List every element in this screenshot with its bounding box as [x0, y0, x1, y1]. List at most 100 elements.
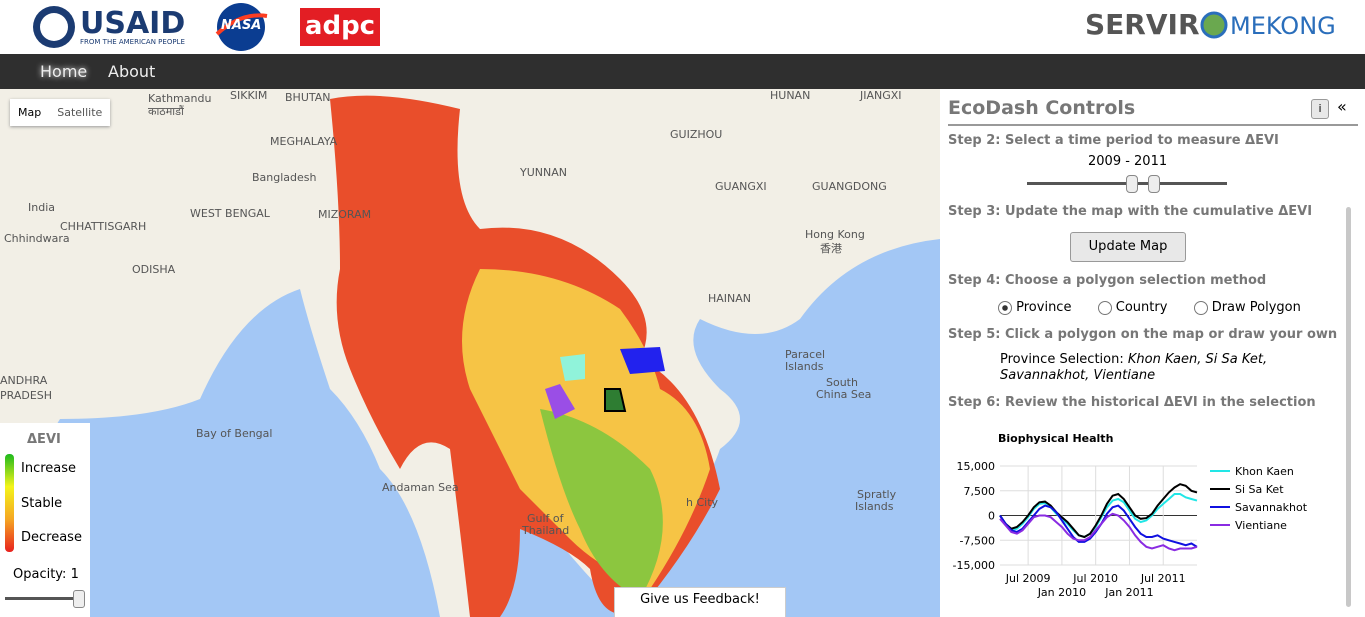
legend-gradient: [5, 454, 14, 552]
radio[interactable]: [998, 300, 1012, 315]
map-label: YUNNAN: [520, 166, 567, 179]
mekong-logo: MEKONG: [1230, 12, 1336, 40]
map-label: h City: [686, 496, 719, 509]
globe: [1200, 11, 1228, 39]
radio[interactable]: [1193, 300, 1208, 315]
x-tick-label: Jan 2011: [1104, 586, 1153, 599]
divider: [948, 124, 1358, 126]
radio-label[interactable]: Province: [1016, 300, 1072, 315]
map-label: Islands: [785, 360, 824, 373]
step-label: Step 3: Update the map with the cumulati…: [948, 204, 1313, 219]
map-label: Hong Kong: [805, 228, 865, 241]
navbar: Home About: [0, 54, 1365, 89]
selection-list: Khon Kaen, Si Sa Ket, Savannakhot, Vient…: [1000, 352, 1268, 383]
selection-text: Province Selection: Khon Kaen, Si Sa Ket…: [1000, 352, 1300, 384]
y-tick-label: -15,000: [953, 559, 995, 572]
step-label: Step 6: Review the historical ΔEVI in th…: [948, 395, 1316, 410]
map-label: India: [28, 201, 55, 214]
control-panel: EcoDash Controls i « Step 2: Select a ti…: [940, 89, 1365, 617]
x-tick-label: Jul 2009: [1005, 572, 1051, 585]
adpc-logo: adpc: [300, 8, 380, 46]
usaid-seal: [33, 6, 75, 48]
map-type-control: Map Satellite: [10, 99, 111, 126]
nasa-logo-bg: [215, 3, 268, 51]
map-label: HUNAN: [770, 89, 811, 102]
map-label: Kathmandu: [148, 92, 212, 105]
step-label: Step 4: Choose a polygon selection metho…: [948, 273, 1267, 288]
map-label: Andaman Sea: [382, 481, 459, 494]
map-label: Chhindwara: [4, 232, 70, 245]
usaid-logo: USAID: [80, 6, 186, 41]
opacity-handle[interactable]: [73, 590, 85, 608]
x-tick-label: Jan 2010: [1037, 586, 1086, 599]
step-label: Step 2: Select a time period to measure …: [948, 133, 1279, 148]
update-map-button[interactable]: Update Map: [1070, 232, 1186, 262]
map-label: Bangladesh: [252, 171, 317, 184]
step-label: Step 5: Click a polygon on the map or dr…: [948, 327, 1338, 342]
usaid-tagline: FROM THE AMERICAN PEOPLE: [80, 38, 185, 46]
header: USAID FROM THE AMERICAN PEOPLE NASA adpc…: [0, 0, 1365, 54]
legend-label: Vientiane: [1235, 519, 1287, 532]
nav-link[interactable]: About: [108, 62, 156, 81]
slider-handle[interactable]: [1126, 175, 1138, 193]
x-tick-label: Jul 2011: [1140, 572, 1186, 585]
legend-item: Decrease: [21, 530, 82, 545]
legend-label: Si Sa Ket: [1235, 483, 1284, 496]
map-label: MEGHALAYA: [270, 135, 338, 148]
panel-title: EcoDash Controls: [948, 97, 1136, 119]
legend-title: ΔEVI: [27, 432, 61, 447]
legend-label: Savannakhot: [1235, 501, 1308, 514]
map-label: MIZORAM: [318, 208, 372, 221]
feedback-button[interactable]: Give us Feedback!: [614, 587, 786, 617]
map-label: South: [826, 376, 858, 389]
selection-label: Province Selection:: [1000, 352, 1124, 367]
map-label: PRADESH: [0, 389, 53, 402]
x-tick-label: Jul 2010: [1072, 572, 1118, 585]
slider-handle[interactable]: [1148, 175, 1160, 193]
info-button[interactable]: i: [1311, 99, 1329, 119]
map-button[interactable]: Map: [18, 106, 42, 119]
map-label: CHHATTISGARH: [60, 220, 147, 233]
map-label: Bay of Bengal: [196, 427, 273, 440]
opacity-label: Opacity: 1: [13, 567, 79, 582]
map-label: SIKKIM: [230, 89, 268, 102]
map-label: WEST BENGAL: [190, 207, 270, 220]
y-tick-label: 15,000: [957, 460, 996, 473]
map-label: GUIZHOU: [670, 128, 723, 141]
legend-label: Khon Kaen: [1235, 465, 1294, 478]
y-tick-label: -7,500: [960, 534, 995, 547]
series-line: [999, 512, 1198, 552]
map-label: Paracel: [785, 348, 826, 361]
chart-title: Biophysical Health: [998, 432, 1113, 445]
evi-chart: Biophysical Health 15,000 7,500 0 -7,500 -15,…: [953, 432, 1308, 599]
series-line: [999, 483, 1198, 539]
y-tick-label: 0: [988, 510, 995, 523]
map-label: Thailand: [522, 524, 570, 537]
evi-legend: ΔEVI Increase Stable Decrease Opacity: 1: [0, 423, 90, 617]
map-label: ANDHRA: [0, 374, 48, 387]
map-label: BHUTAN: [285, 91, 331, 104]
map-label: Spratly: [857, 488, 897, 501]
y-tick-label: 7,500: [964, 485, 996, 498]
collapse-button[interactable]: «: [1337, 97, 1347, 116]
map[interactable]: Map Satellite Kathmandu काठमाडौं SIKKIM BHUT…: [0, 89, 940, 617]
radio[interactable]: [1097, 300, 1112, 315]
radio-label[interactable]: Draw Polygon: [1211, 300, 1301, 315]
map-label: China Sea: [816, 388, 872, 401]
opacity-slider[interactable]: [5, 597, 83, 600]
legend-item: Stable: [21, 496, 63, 511]
map-base: [0, 89, 940, 617]
map-label: 香港: [820, 242, 842, 255]
radio-label[interactable]: Country: [1115, 300, 1168, 315]
nav-link[interactable]: Home: [40, 62, 88, 81]
satellite-button[interactable]: Satellite: [57, 106, 103, 119]
map-label: Islands: [855, 500, 894, 513]
map-label: काठमाडौं: [148, 105, 184, 118]
period-label: 2009 - 2011: [1088, 154, 1168, 169]
map-label: HAINAN: [708, 292, 752, 305]
nasa-logo: NASA: [221, 18, 262, 33]
scrollbar[interactable]: [1346, 207, 1351, 607]
map-label: GUANGXI: [715, 180, 767, 193]
radio-group: Province Country Draw Polygon: [998, 300, 1301, 315]
